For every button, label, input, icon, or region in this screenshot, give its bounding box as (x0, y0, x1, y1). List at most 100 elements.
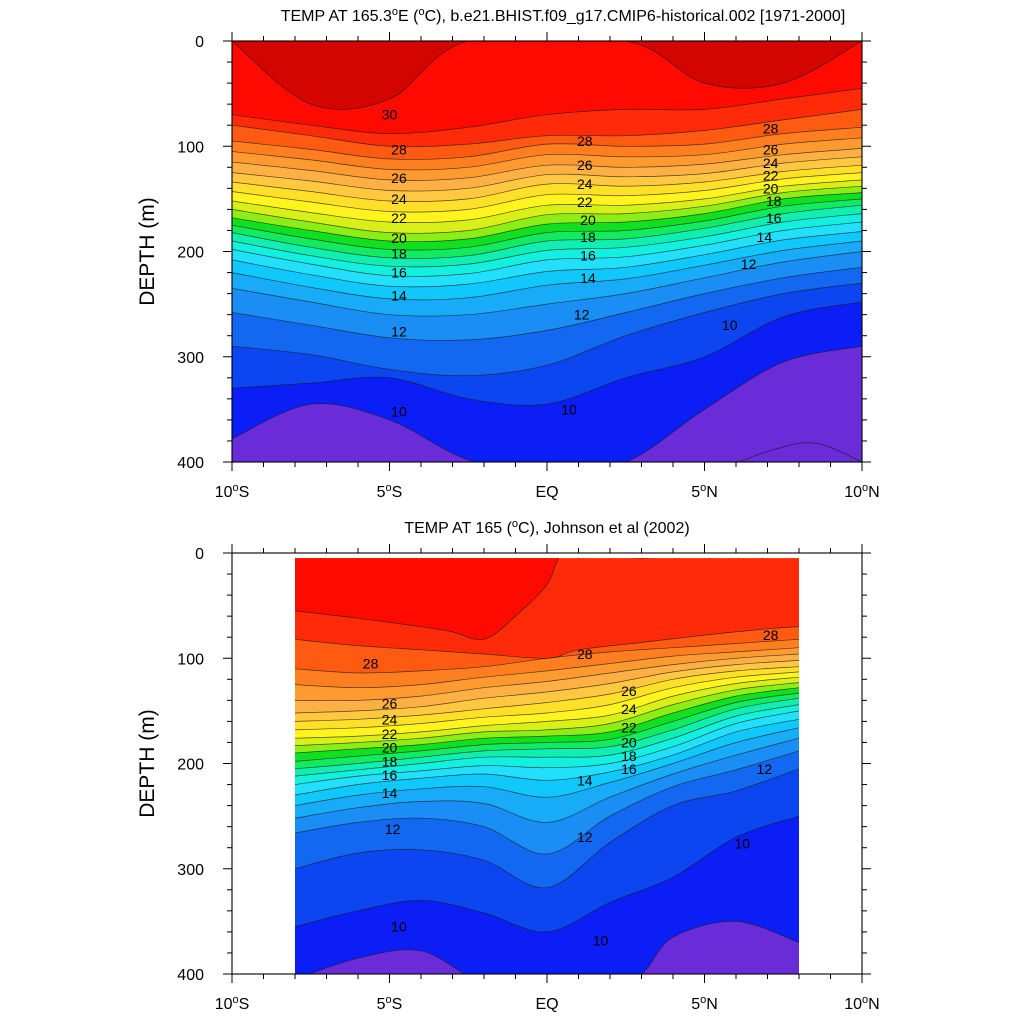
y-tick-label: 100 (177, 651, 204, 668)
x-tick-hemisphere: N (706, 484, 718, 501)
x-tick-number: 10 (844, 484, 862, 501)
title-part: C), Johnson et al (2002) (518, 520, 690, 537)
isotherm-line-12 (295, 750, 799, 855)
isotherm-line-9 (308, 921, 799, 974)
x-tick-number: 5 (377, 996, 386, 1013)
y-tick-label: 200 (177, 757, 204, 774)
x-tick-number: 5 (691, 484, 700, 501)
x-tick-hemisphere: N (868, 996, 880, 1013)
y-axis-label: DEPTH (m) (136, 709, 159, 818)
isotherm-line-26 (295, 653, 799, 702)
chart-title: TEMP AT 165.3oE (oC), b.e21.BHIST.f09_g1… (281, 6, 846, 25)
contour-label: 12 (391, 323, 407, 339)
y-tick-label: 300 (177, 350, 204, 367)
x-tick-hemisphere: S (239, 996, 250, 1013)
isotherm-line-19 (295, 692, 799, 762)
contour-label: 10 (722, 317, 738, 333)
contour-label: 26 (763, 141, 779, 157)
x-tick-number: 5 (691, 996, 700, 1013)
contour-label: 12 (385, 821, 401, 837)
degree-sign: o (233, 482, 239, 494)
title-degree: o (512, 518, 518, 530)
y-tick-label: 200 (177, 245, 204, 262)
contour-label: 22 (391, 210, 407, 226)
isotherm-line-29 (232, 109, 862, 148)
contour-label: 24 (621, 701, 637, 717)
isotherm-line-30 (295, 558, 652, 641)
contour-label: 28 (363, 656, 379, 672)
isotherm-line-18 (232, 204, 862, 259)
contour-label: 20 (621, 734, 637, 750)
isotherm-line-27 (232, 137, 862, 171)
contour-label: 22 (621, 720, 637, 736)
chart-panel-2: 2826242220181614121028262422201816141210… (136, 518, 880, 1013)
contour-label: 28 (577, 133, 593, 149)
contour-label: 30 (382, 107, 398, 123)
contour-label: 14 (382, 785, 398, 801)
contour-label: 18 (766, 193, 782, 209)
degree-sign: o (700, 482, 706, 494)
x-tick-label: EQ (535, 996, 558, 1013)
contour-label: 12 (757, 761, 773, 777)
contour-label: 12 (574, 307, 590, 323)
x-tick-hemisphere: S (392, 996, 403, 1013)
isotherm-line-23 (295, 671, 799, 731)
isotherm-line-24 (295, 666, 799, 722)
contour-label: 14 (577, 772, 593, 788)
x-tick-label: 5oS (377, 482, 403, 501)
contour-label: 24 (391, 191, 407, 207)
contour-label: 22 (763, 168, 779, 184)
isotherm-line-11 (295, 768, 799, 889)
degree-sign: o (386, 482, 392, 494)
contour-label: 18 (382, 753, 398, 769)
title-part: TEMP AT 165 ( (404, 520, 512, 537)
x-tick-label: 10oS (215, 482, 250, 501)
isotherm-line-15 (295, 718, 799, 796)
contour-label: 22 (577, 194, 593, 210)
contour-label: 16 (766, 210, 782, 226)
isotherm-line-14 (295, 727, 799, 806)
contour-label: 18 (621, 748, 637, 764)
isotherm-line-8 (738, 442, 862, 462)
isotherm-line-30 (232, 88, 862, 134)
isotherm-line-24 (232, 164, 862, 202)
contour-label: 24 (763, 155, 779, 171)
y-tick-label: 0 (195, 34, 204, 51)
chart-title: TEMP AT 165 (oC), Johnson et al (2002) (404, 518, 689, 537)
x-tick-number: 10 (844, 996, 862, 1013)
contour-label: 16 (580, 248, 596, 264)
contour-label: 16 (621, 761, 637, 777)
y-tick-label: 300 (177, 862, 204, 879)
contour-label: 10 (391, 403, 407, 419)
contour-label: 10 (593, 932, 609, 948)
title-part: C), b.e21.BHIST.f09_g17.CMIP6-historical… (425, 8, 846, 25)
x-tick-number: 10 (215, 996, 233, 1013)
degree-sign: o (700, 994, 706, 1006)
isotherm-line-12 (232, 266, 862, 341)
isotherm-line-26 (232, 148, 862, 181)
isotherm-line-28 (232, 126, 862, 160)
degree-sign: o (862, 482, 868, 494)
isotherm-line-22 (295, 676, 799, 739)
contour-label: 26 (382, 696, 398, 712)
contour-label: 10 (391, 919, 407, 935)
x-tick-hemisphere: S (239, 484, 250, 501)
isotherm-line-21 (295, 682, 799, 746)
contour-fills: 2826242220181614121028262422201816141210… (295, 558, 799, 974)
isotherm-line-10 (232, 301, 862, 406)
isotherm-line-14 (232, 240, 862, 301)
contour-label: 24 (382, 711, 398, 727)
title-part: TEMP AT 165.3 (281, 8, 392, 25)
isotherm-line-16 (232, 221, 862, 277)
contour-label: 14 (580, 270, 596, 286)
title-degree: o (392, 6, 398, 18)
isotherm-line-10 (295, 815, 799, 933)
isotherm-line-20 (232, 192, 862, 243)
isotherm-line-13 (295, 737, 799, 823)
y-tick-label: 0 (195, 546, 204, 563)
chart-panel-1: 3028262422201816141210282624222018161412… (136, 6, 880, 501)
contour-label: 12 (577, 829, 593, 845)
x-tick-hemisphere: S (392, 484, 403, 501)
isotherm-line-23 (232, 172, 862, 213)
contour-label: 28 (391, 141, 407, 157)
